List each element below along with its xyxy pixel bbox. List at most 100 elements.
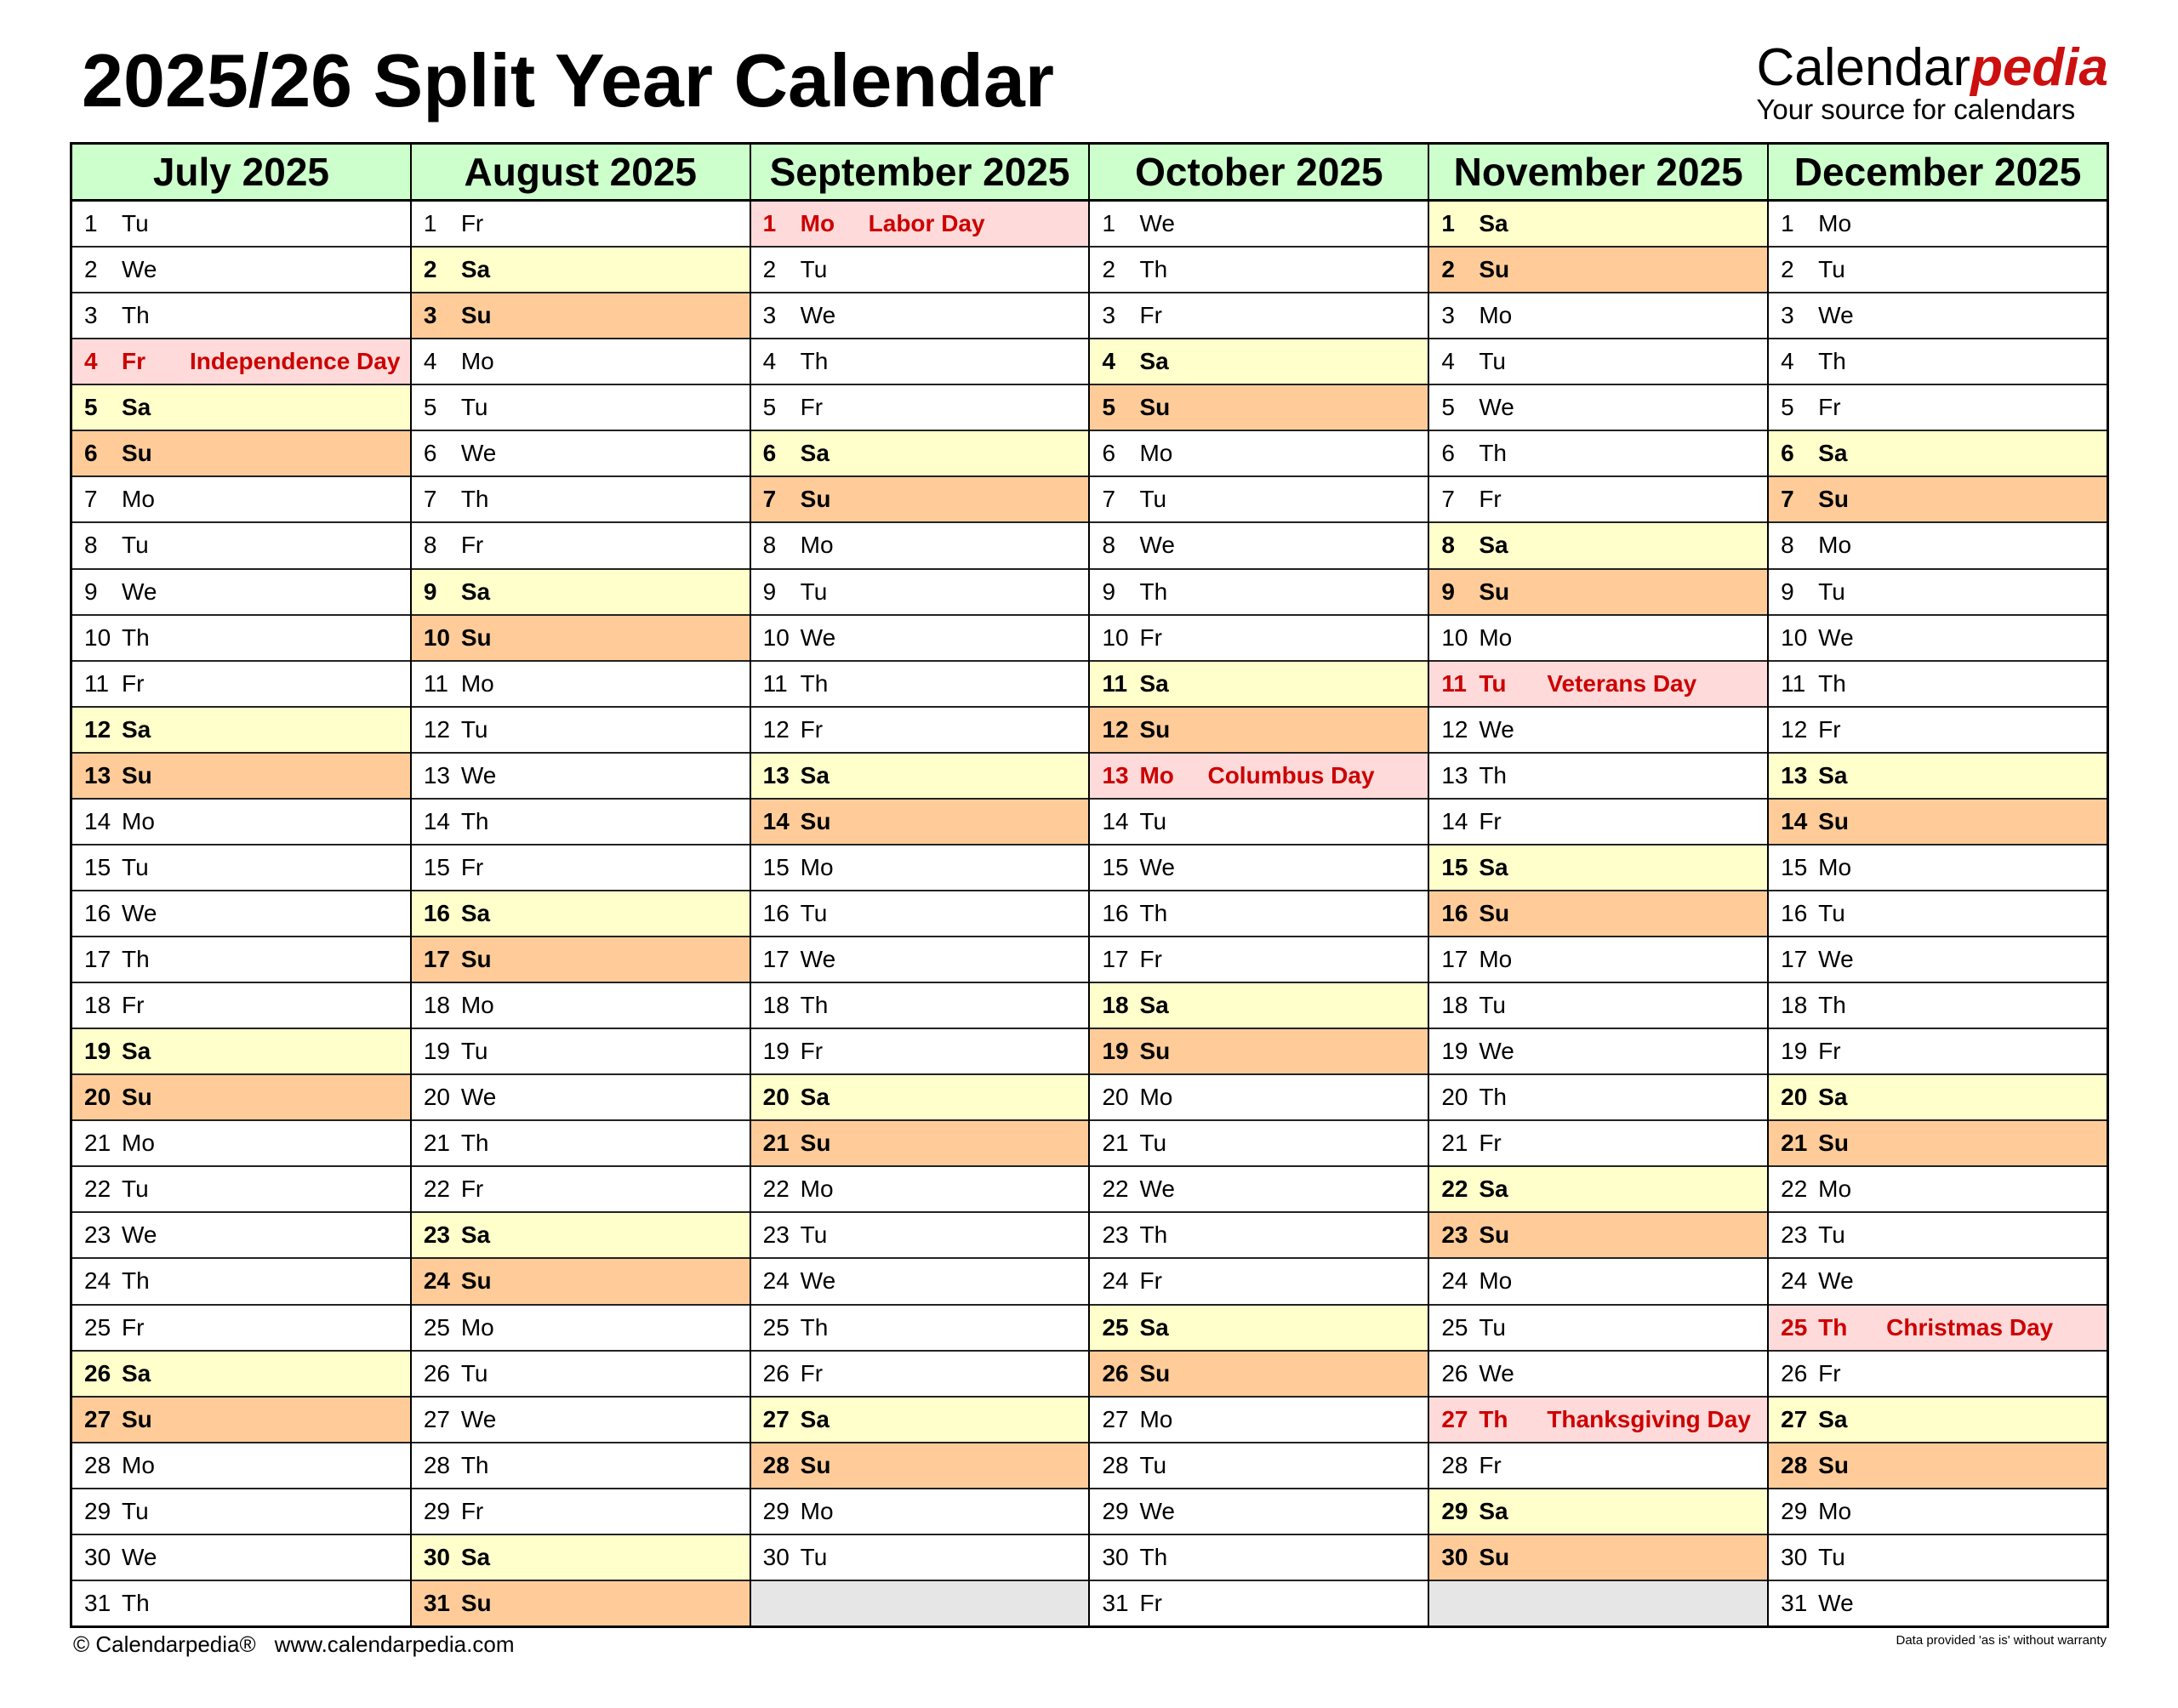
day-cell[interactable]: 26 Tu	[411, 1349, 750, 1396]
day-cell[interactable]: 26 Su	[1090, 1349, 1428, 1396]
day-cell[interactable]: 25 Th	[750, 1303, 1089, 1350]
day-cell[interactable]: 12 Fr	[1769, 705, 2107, 752]
day-cell[interactable]: 5 Su	[1090, 384, 1428, 430]
day-cell[interactable]: 30 Tu	[750, 1533, 1089, 1580]
day-cell[interactable]: 17 Fr	[1090, 936, 1428, 982]
day-cell[interactable]: 24 Su	[411, 1257, 750, 1304]
day-cell[interactable]: 23 We	[72, 1211, 410, 1257]
day-cell[interactable]: 16 Sa	[411, 889, 750, 936]
day-cell[interactable]: 19 Fr	[750, 1028, 1089, 1073]
day-cell[interactable]: 6 We	[411, 430, 750, 475]
day-cell[interactable]: 31 Su	[411, 1579, 750, 1625]
day-cell[interactable]: 5 Fr	[1769, 384, 2107, 430]
day-cell[interactable]: 7 Th	[411, 475, 750, 521]
day-cell[interactable]: 16 Tu	[750, 889, 1089, 936]
day-cell[interactable]: 15 Fr	[411, 843, 750, 890]
day-cell[interactable]: 28 Su	[750, 1441, 1089, 1488]
day-cell[interactable]: 29 Sa	[1429, 1487, 1768, 1534]
day-cell[interactable]: 18 Mo	[411, 982, 750, 1028]
holiday-day-cell[interactable]: 13 Mo Columbus Day	[1090, 751, 1428, 798]
day-cell[interactable]: 9 Tu	[750, 567, 1089, 614]
day-cell[interactable]: 22 Mo	[750, 1165, 1089, 1211]
day-cell[interactable]: 17 Th	[72, 936, 410, 982]
day-cell[interactable]: 28 Fr	[1429, 1441, 1768, 1488]
day-cell[interactable]: 24 We	[750, 1257, 1089, 1303]
day-cell[interactable]: 24 Fr	[1090, 1257, 1428, 1303]
day-cell[interactable]: 13 We	[411, 751, 750, 798]
day-cell[interactable]: 2 Tu	[750, 246, 1089, 292]
day-cell[interactable]: 22 Mo	[1769, 1165, 2107, 1211]
day-cell[interactable]: 7 Su	[750, 475, 1089, 522]
day-cell[interactable]: 10 Th	[72, 613, 410, 660]
day-cell[interactable]: 4 Sa	[1090, 338, 1428, 384]
day-cell[interactable]: 12 Fr	[750, 705, 1089, 752]
day-cell[interactable]: 27 Su	[72, 1395, 410, 1442]
day-cell[interactable]: 21 Fr	[1429, 1119, 1768, 1165]
day-cell[interactable]: 30 Th	[1090, 1533, 1428, 1580]
day-cell[interactable]: 25 Mo	[411, 1303, 750, 1350]
day-cell[interactable]: 21 Su	[1769, 1119, 2107, 1166]
day-cell[interactable]: 10 Su	[411, 613, 750, 660]
day-cell[interactable]: 24 Mo	[1429, 1257, 1768, 1303]
day-cell[interactable]: 7 Tu	[1090, 475, 1428, 521]
day-cell[interactable]: 2 Sa	[411, 246, 750, 293]
day-cell[interactable]: 19 Sa	[72, 1028, 410, 1074]
day-cell[interactable]: 4 Mo	[411, 338, 750, 384]
day-cell[interactable]: 23 Su	[1429, 1211, 1768, 1258]
day-cell[interactable]: 19 Fr	[1769, 1028, 2107, 1073]
day-cell[interactable]: 6 Sa	[750, 430, 1089, 476]
day-cell[interactable]: 18 Th	[1769, 982, 2107, 1028]
day-cell[interactable]: 23 Tu	[750, 1211, 1089, 1257]
day-cell[interactable]: 19 We	[1429, 1028, 1768, 1073]
day-cell[interactable]: 3 Su	[411, 292, 750, 339]
day-cell[interactable]: 16 We	[72, 889, 410, 936]
day-cell[interactable]: 16 Tu	[1769, 889, 2107, 936]
day-cell[interactable]: 13 Su	[72, 751, 410, 798]
day-cell[interactable]: 27 Mo	[1090, 1395, 1428, 1442]
day-cell[interactable]: 26 Sa	[72, 1349, 410, 1396]
day-cell[interactable]: 13 Th	[1429, 751, 1768, 798]
day-cell[interactable]: 28 Su	[1769, 1441, 2107, 1488]
day-cell[interactable]: 28 Th	[411, 1441, 750, 1488]
day-cell[interactable]: 16 Th	[1090, 889, 1428, 936]
day-cell[interactable]: 18 Th	[750, 982, 1089, 1028]
day-cell[interactable]: 8 Mo	[750, 521, 1089, 567]
day-cell[interactable]: 29 We	[1090, 1487, 1428, 1534]
day-cell[interactable]: 12 We	[1429, 705, 1768, 752]
day-cell[interactable]: 17 Mo	[1429, 936, 1768, 982]
day-cell[interactable]: 28 Mo	[72, 1441, 410, 1488]
day-cell[interactable]: 6 Su	[72, 430, 410, 476]
day-cell[interactable]: 20 We	[411, 1073, 750, 1119]
day-cell[interactable]: 5 Sa	[72, 384, 410, 430]
day-cell[interactable]: 1 We	[1090, 202, 1428, 246]
day-cell[interactable]: 15 Mo	[750, 843, 1089, 890]
day-cell[interactable]: 6 Th	[1429, 430, 1768, 475]
day-cell[interactable]: 8 Sa	[1429, 521, 1768, 568]
calendarpedia-logo[interactable]: Calendarpedia Your source for calendars	[1756, 41, 2108, 124]
day-cell[interactable]: 4 Tu	[1429, 338, 1768, 384]
day-cell[interactable]: 1 Fr	[412, 202, 750, 246]
day-cell[interactable]: 24 We	[1769, 1257, 2107, 1303]
day-cell[interactable]: 25 Sa	[1090, 1303, 1428, 1350]
day-cell[interactable]: 27 Sa	[1769, 1395, 2107, 1442]
day-cell[interactable]: 14 Fr	[1429, 797, 1768, 844]
day-cell[interactable]: 8 We	[1090, 521, 1428, 567]
day-cell[interactable]: 10 Fr	[1090, 613, 1428, 660]
day-cell[interactable]: 24 Th	[72, 1257, 410, 1303]
day-cell[interactable]: 25 Fr	[72, 1303, 410, 1350]
day-cell[interactable]: 3 Fr	[1090, 292, 1428, 338]
day-cell[interactable]: 30 Su	[1429, 1533, 1768, 1580]
day-cell[interactable]: 29 Mo	[1769, 1487, 2107, 1534]
day-cell[interactable]: 29 Tu	[72, 1487, 410, 1534]
day-cell[interactable]: 3 We	[750, 292, 1089, 338]
day-cell[interactable]: 10 Mo	[1429, 613, 1768, 660]
day-cell[interactable]: 10 We	[750, 613, 1089, 660]
day-cell[interactable]: 3 We	[1769, 292, 2107, 338]
day-cell[interactable]: 9 We	[72, 567, 410, 614]
day-cell[interactable]: 20 Su	[72, 1073, 410, 1120]
day-cell[interactable]: 8 Fr	[411, 521, 750, 567]
day-cell[interactable]: 6 Mo	[1090, 430, 1428, 475]
day-cell[interactable]: 29 Mo	[750, 1487, 1089, 1534]
day-cell[interactable]: 28 Tu	[1090, 1441, 1428, 1488]
day-cell[interactable]: 25 Tu	[1429, 1303, 1768, 1350]
